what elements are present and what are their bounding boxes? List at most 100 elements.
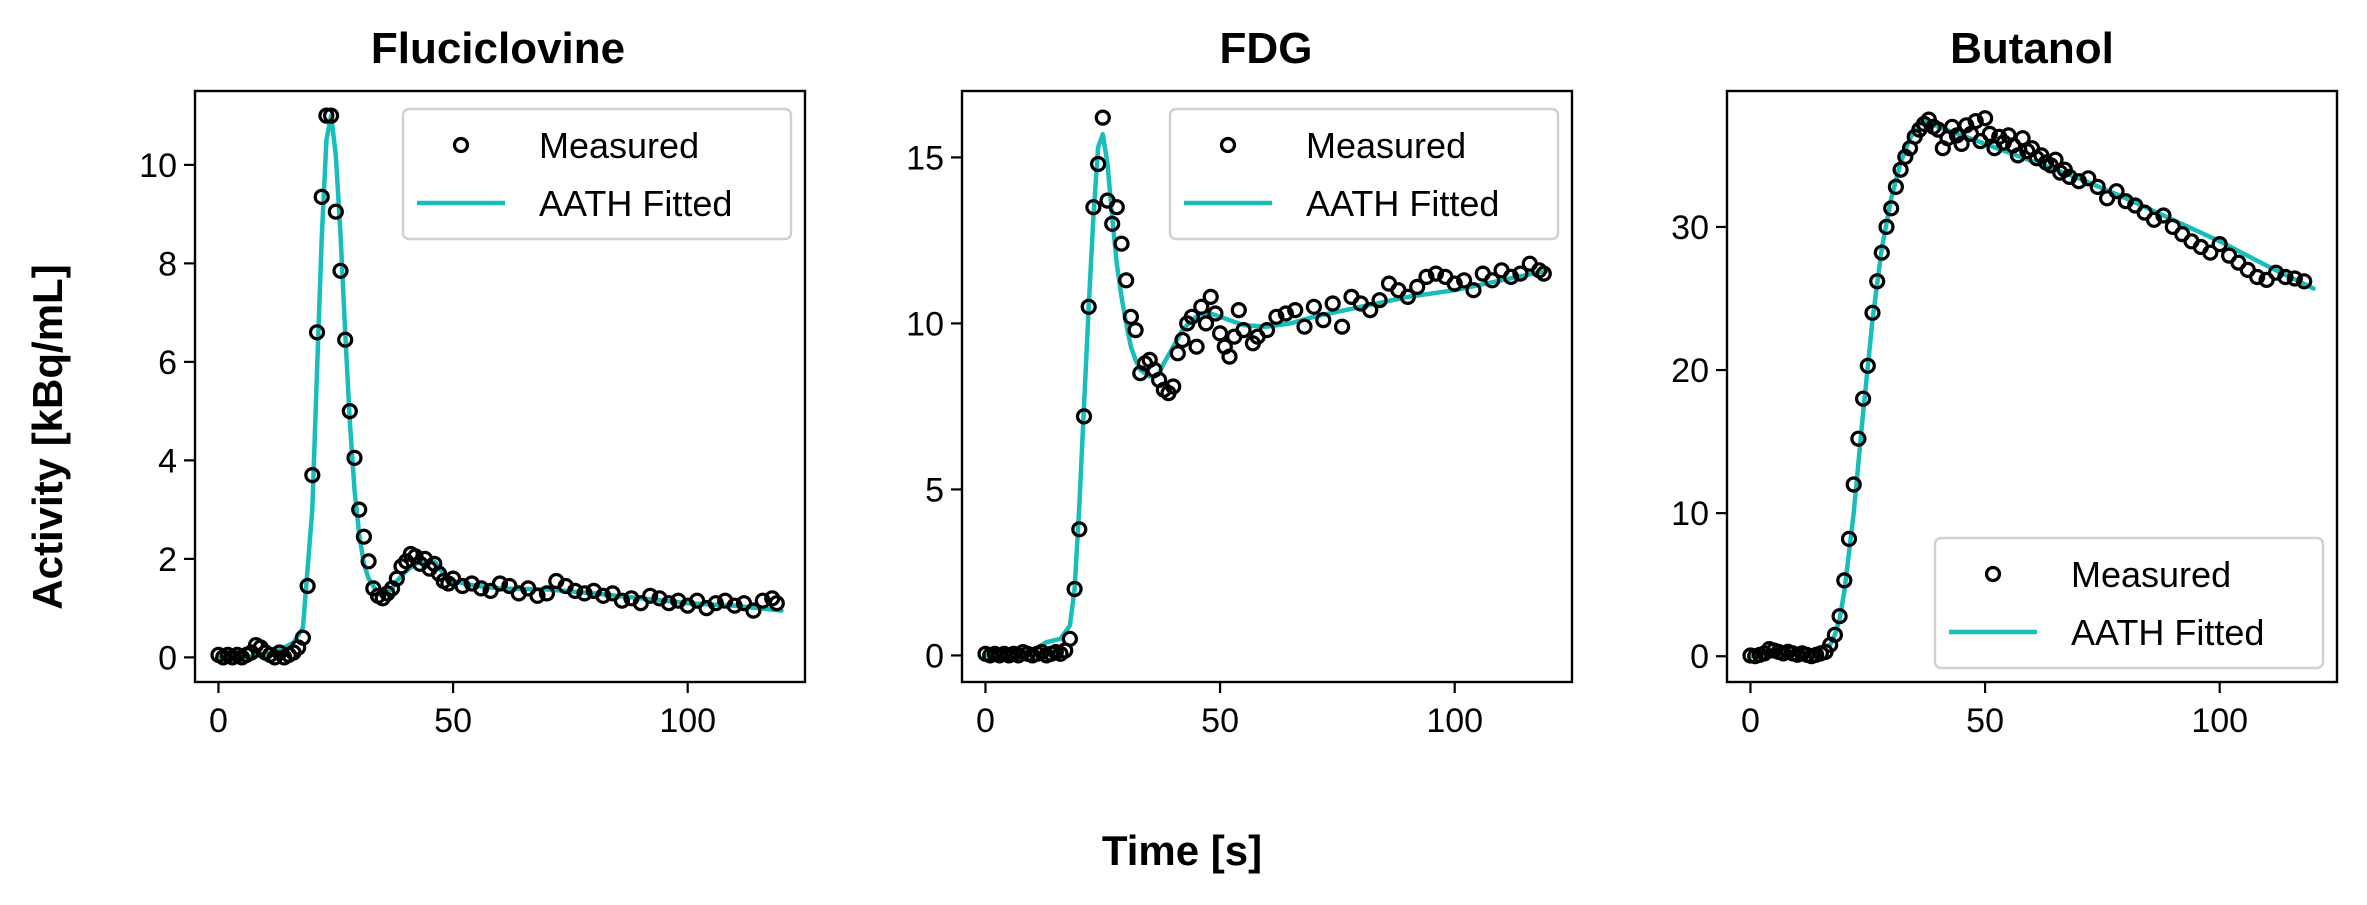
plot-frame xyxy=(960,89,1574,684)
plot-frame xyxy=(1725,89,2339,684)
measured-point xyxy=(566,582,584,600)
measured-point xyxy=(355,528,372,545)
measured-point xyxy=(1061,630,1079,647)
measured-point xyxy=(1883,200,1900,217)
measured-point xyxy=(2080,170,2097,187)
y-tick-label: 10 xyxy=(906,305,944,343)
measured-point xyxy=(308,324,326,341)
measured-point xyxy=(768,595,785,612)
y-tick-label: 10 xyxy=(1671,495,1709,533)
measured-point xyxy=(1277,305,1294,322)
x-tick-label: 0 xyxy=(209,702,228,740)
measured-point xyxy=(1859,357,1876,374)
y-tick-label: 30 xyxy=(1671,209,1709,247)
measured-point xyxy=(360,553,377,570)
measured-point xyxy=(1399,288,1416,305)
measured-point xyxy=(1333,318,1351,335)
measured-point xyxy=(2089,178,2106,195)
plot-frame xyxy=(193,89,807,684)
measured-point xyxy=(1845,476,1862,493)
measured-point xyxy=(1287,302,1304,319)
measured-point xyxy=(1104,215,1121,232)
chart-title: Butanol xyxy=(1950,24,2114,73)
measured-point xyxy=(726,597,743,614)
measured-point xyxy=(1268,308,1285,325)
measured-point xyxy=(1840,530,1858,548)
y-tick-label: 20 xyxy=(1671,352,1709,390)
chart-title: FDG xyxy=(1220,24,1313,73)
y-tick-label: 4 xyxy=(158,442,177,480)
measured-point xyxy=(1169,345,1186,362)
x-tick-label: 0 xyxy=(1741,702,1760,740)
measured-point xyxy=(1455,272,1473,289)
measured-point xyxy=(1197,315,1215,332)
measured-point xyxy=(529,587,546,604)
measured-point xyxy=(1188,338,1205,355)
chart-panel-fluciclovine: Fluciclovine 0 50 100 0 2 4 6 8 10 Measured AATH F… xyxy=(139,24,807,740)
measured-point xyxy=(1221,348,1238,365)
measured-point xyxy=(2211,236,2228,253)
chart-title: Fluciclovine xyxy=(371,24,625,73)
x-tick-label: 100 xyxy=(2191,702,2248,740)
measured-point xyxy=(1465,282,1482,299)
measured-point xyxy=(1089,155,1107,173)
y-tick-label: 10 xyxy=(139,147,177,185)
measured-point xyxy=(1371,292,1388,309)
measured-point xyxy=(1202,288,1219,305)
measured-point xyxy=(351,501,368,518)
legend-label: AATH Fitted xyxy=(539,183,732,224)
measured-point xyxy=(1981,125,1998,142)
measured-point xyxy=(1831,608,1848,625)
measured-point xyxy=(323,107,340,124)
measured-point xyxy=(332,262,349,279)
legend-label: AATH Fitted xyxy=(2071,612,2264,653)
measured-point xyxy=(1165,378,1182,395)
measured-point xyxy=(1512,265,1529,282)
measured-point xyxy=(1071,521,1088,538)
measured-point xyxy=(1976,110,1994,127)
measured-point xyxy=(1484,272,1501,289)
measured-point xyxy=(491,575,509,592)
fitted-curve xyxy=(983,131,1551,658)
measured-point xyxy=(299,577,316,595)
legend-box xyxy=(1168,107,1560,241)
measured-point xyxy=(1230,302,1247,319)
measured-point xyxy=(1887,178,1905,195)
measured-point xyxy=(613,592,631,609)
measured-point xyxy=(1075,408,1093,425)
legend-label: Measured xyxy=(2071,554,2231,595)
y-tick-label: 0 xyxy=(158,639,177,677)
measured-point xyxy=(1446,275,1463,292)
measured-point xyxy=(1080,298,1097,315)
measured-point xyxy=(473,580,490,597)
chart-panel-fdg: FDG 0 50 100 0 5 10 15 Measured AATH Fitted xyxy=(906,24,1574,740)
legend: Measured AATH Fitted xyxy=(401,107,793,241)
measured-point xyxy=(1409,278,1426,295)
fitted-curve xyxy=(216,113,784,660)
measured-point xyxy=(1315,312,1332,329)
legend-marker xyxy=(452,136,470,154)
measured-point xyxy=(1174,331,1191,349)
measured-point xyxy=(2296,273,2313,290)
y-tick-label: 0 xyxy=(1690,638,1709,676)
x-tick-label: 50 xyxy=(1201,702,1239,740)
legend-label: Measured xyxy=(539,125,699,166)
measured-point xyxy=(1235,322,1252,339)
measured-point xyxy=(1305,298,1323,315)
measured-point xyxy=(2202,244,2219,261)
x-tick-label: 100 xyxy=(1426,702,1483,740)
measured-point xyxy=(576,585,593,602)
measured-point xyxy=(1850,430,1867,447)
legend-label: Measured xyxy=(1306,125,1466,166)
measured-point xyxy=(1122,308,1140,325)
measured-point xyxy=(1535,265,1552,282)
legend-box xyxy=(1933,536,2325,670)
measured-point xyxy=(1127,322,1144,339)
measured-point xyxy=(337,331,354,348)
measured-point xyxy=(1953,135,1970,152)
measured-point xyxy=(1967,112,1984,130)
x-tick-label: 50 xyxy=(1966,702,2004,740)
measured-point xyxy=(341,403,358,420)
measured-point xyxy=(2155,207,2172,224)
measured-point xyxy=(2108,183,2125,200)
